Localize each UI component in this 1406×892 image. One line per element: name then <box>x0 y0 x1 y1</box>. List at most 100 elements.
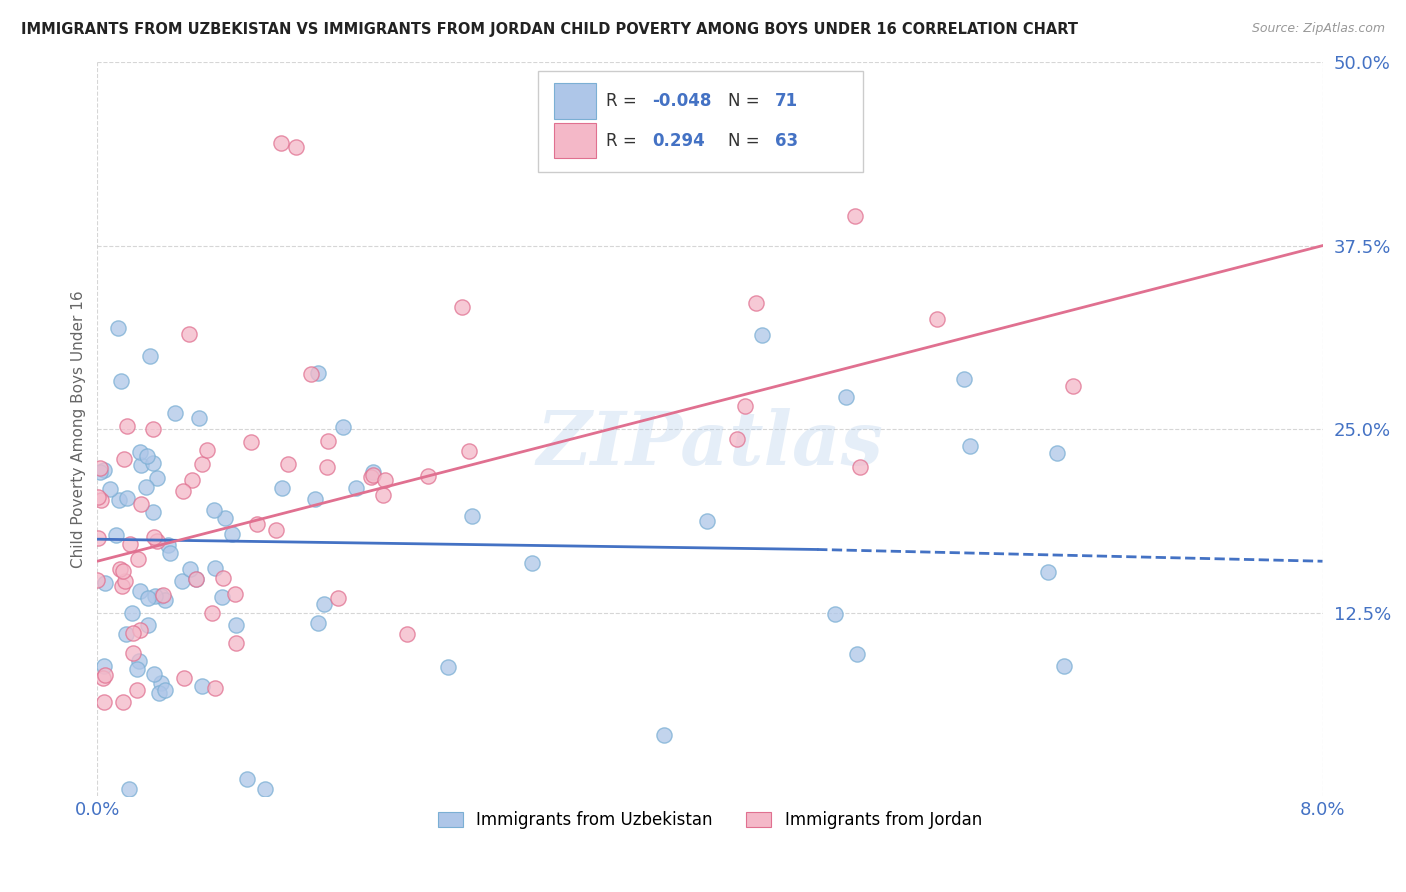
Point <box>138 591 160 606</box>
Point <box>155 593 177 607</box>
Point <box>751 328 773 343</box>
Point <box>396 626 419 640</box>
Point <box>835 390 858 404</box>
Point <box>204 681 226 696</box>
Point <box>150 589 173 603</box>
Point <box>180 473 202 487</box>
Point <box>128 655 150 669</box>
Point <box>225 617 247 632</box>
Text: ZIPatlas: ZIPatlas <box>537 408 883 480</box>
Point <box>214 511 236 525</box>
Point <box>307 366 329 380</box>
Point <box>450 301 472 315</box>
Point <box>696 514 718 528</box>
Point <box>332 420 354 434</box>
Point <box>959 439 981 453</box>
Point <box>236 772 259 787</box>
Point <box>437 660 460 674</box>
Point <box>91 671 114 685</box>
Text: -0.048: -0.048 <box>652 92 711 110</box>
Point <box>184 572 207 586</box>
Point <box>953 372 976 386</box>
Point <box>115 491 138 505</box>
Point <box>374 473 396 487</box>
Point <box>142 530 165 544</box>
Text: N =: N = <box>728 92 765 110</box>
Point <box>135 480 157 494</box>
Point <box>86 574 108 588</box>
Point <box>373 488 395 502</box>
Point <box>299 367 322 381</box>
Point <box>316 434 339 449</box>
Point <box>127 662 149 676</box>
Point <box>89 466 111 480</box>
Point <box>128 583 150 598</box>
Point <box>159 546 181 560</box>
Point <box>195 442 218 457</box>
Point <box>361 467 384 482</box>
Point <box>224 587 246 601</box>
Point <box>745 295 768 310</box>
Point <box>115 627 138 641</box>
Point <box>152 588 174 602</box>
Point <box>361 466 384 480</box>
Point <box>107 321 129 335</box>
Point <box>129 445 152 459</box>
Point <box>170 574 193 589</box>
Point <box>277 457 299 471</box>
Point <box>122 647 145 661</box>
Point <box>157 538 180 552</box>
Point <box>304 492 326 507</box>
Point <box>111 579 134 593</box>
Point <box>179 562 201 576</box>
Point <box>142 422 165 436</box>
Point <box>118 537 141 551</box>
Text: R =: R = <box>606 92 641 110</box>
Point <box>136 618 159 632</box>
Point <box>225 636 247 650</box>
Point <box>1053 658 1076 673</box>
Text: 0.294: 0.294 <box>652 132 704 150</box>
Point <box>1046 446 1069 460</box>
Legend: Immigrants from Uzbekistan, Immigrants from Jordan: Immigrants from Uzbekistan, Immigrants f… <box>432 804 988 836</box>
Point <box>150 675 173 690</box>
Point <box>240 435 263 450</box>
Point <box>89 460 111 475</box>
Point <box>129 623 152 637</box>
Point <box>202 503 225 517</box>
Point <box>146 534 169 549</box>
Text: 71: 71 <box>775 92 799 110</box>
Point <box>100 483 122 497</box>
Point <box>177 326 200 341</box>
Point <box>1038 565 1060 579</box>
Text: IMMIGRANTS FROM UZBEKISTAN VS IMMIGRANTS FROM JORDAN CHILD POVERTY AMONG BOYS UN: IMMIGRANTS FROM UZBEKISTAN VS IMMIGRANTS… <box>21 22 1078 37</box>
Point <box>416 469 439 483</box>
Point <box>316 459 339 474</box>
Text: N =: N = <box>728 132 765 150</box>
Point <box>211 591 233 605</box>
Point <box>117 781 139 796</box>
Point <box>184 572 207 586</box>
Point <box>824 607 846 621</box>
Point <box>1062 378 1084 392</box>
Point <box>135 450 157 464</box>
Point <box>155 683 177 698</box>
Point <box>270 136 292 150</box>
Point <box>187 410 209 425</box>
Point <box>114 574 136 589</box>
Point <box>104 528 127 542</box>
Y-axis label: Child Poverty Among Boys Under 16: Child Poverty Among Boys Under 16 <box>72 290 86 568</box>
Point <box>142 456 165 470</box>
Point <box>204 561 226 575</box>
Text: 63: 63 <box>775 132 799 150</box>
Point <box>457 443 479 458</box>
Point <box>461 509 484 524</box>
Point <box>121 626 143 640</box>
Point <box>108 562 131 576</box>
Point <box>212 571 235 585</box>
Point <box>90 493 112 508</box>
Point <box>93 695 115 709</box>
Point <box>87 490 110 504</box>
Point <box>849 460 872 475</box>
Text: Source: ZipAtlas.com: Source: ZipAtlas.com <box>1251 22 1385 36</box>
